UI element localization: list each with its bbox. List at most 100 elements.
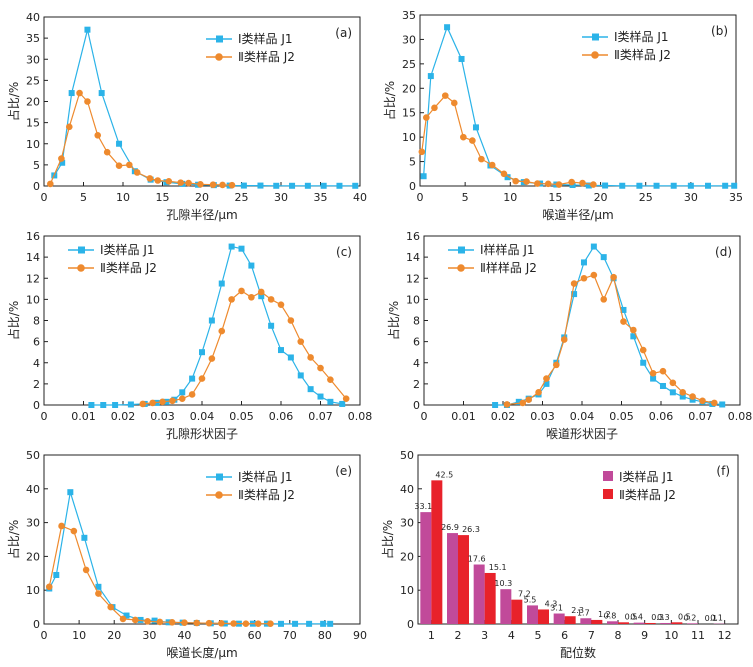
data-label: 26.9 [441,523,459,532]
data-point [58,155,65,162]
data-point [492,402,499,408]
series-j2 [47,89,236,189]
data-point [568,178,575,186]
x-tick-label: 2 [455,629,462,642]
data-point [131,616,139,624]
legend-label: Ⅰ类样品 J1 [100,242,155,257]
x-tick-label: 0.05 [229,410,254,423]
series-line [53,29,356,187]
legend-marker [458,246,465,254]
data-point [327,398,334,405]
series-j2 [139,287,350,408]
data-point [620,318,627,325]
y-axis-label: 占比/% [6,520,21,559]
data-point [185,179,192,187]
data-point [179,389,186,396]
data-point [585,182,592,189]
data-point [469,137,476,144]
data-point [65,123,73,131]
data-point [590,243,597,250]
y-tick-label: 25 [402,58,416,71]
data-point [254,620,262,627]
legend-swatch [603,471,613,481]
data-point [188,391,196,398]
y-tick-label: 0 [33,618,40,631]
data-point [307,354,314,361]
data-point [297,372,304,379]
data-point [590,271,598,279]
y-tick-label: 0 [33,399,40,412]
x-tick-label: 25 [235,191,249,204]
bar-j1 [473,564,485,624]
bar-j1 [580,618,592,624]
data-label: 17.6 [468,555,486,564]
data-label: 4.3 [545,599,558,608]
data-point [154,177,162,184]
series-j1 [46,489,334,627]
legend-label: Ⅰ类样品 J1 [619,469,674,484]
plot-frame [417,454,739,625]
data-point [317,393,324,400]
data-label: 0.2 [684,613,697,622]
data-point [600,296,608,303]
x-tick-label: 0.01 [451,410,476,423]
data-point [535,389,542,396]
x-axis-label: 孔隙形状因子 [166,427,238,441]
y-tick-label: 12 [26,272,40,285]
panel-label: (c) [336,245,352,259]
data-point [427,73,434,80]
bar-j2 [564,616,576,624]
bar-j2 [591,619,603,624]
data-point [636,182,643,189]
bar-j1 [420,512,432,624]
x-tick-label: 10 [503,191,517,204]
data-point [238,287,245,295]
data-point [287,317,295,324]
data-point [133,169,141,176]
x-tick-label: 11 [691,629,705,642]
data-point [146,175,154,182]
x-tick-label: 30 [142,629,156,642]
data-point [208,355,216,362]
series-line [48,492,331,625]
bar-j2 [538,609,549,624]
x-tick-label: 20 [594,191,608,204]
data-point [169,397,176,405]
x-tick-label: 0.05 [609,410,634,423]
data-point [659,367,667,375]
legend-label: Ⅰ类样品 J1 [238,31,293,46]
data-point [534,180,541,187]
chart-panel-d: 0 2 4 6 8 10 12 14 16 占比/% 喉道形状因子 (d) 0 0.01 0.02 0.03 0… [386,230,752,441]
x-tick-label: 70 [283,629,297,642]
data-point [267,620,274,627]
data-point [327,620,334,627]
data-point [257,288,265,296]
legend-marker [77,264,85,272]
legend-label: Ⅱ类样品 J2 [100,260,157,275]
data-point [515,398,522,405]
x-tick-label: 30 [684,191,698,204]
x-tick-label: 3 [481,629,488,642]
y-tick-label: 30 [402,33,416,46]
bar-j1 [500,589,512,624]
data-point [81,534,88,541]
data-point [76,89,83,97]
y-tick-label: 0 [413,399,420,412]
x-tick-label: 10 [72,629,86,642]
x-tick-label: 15 [156,191,170,204]
data-point [198,375,206,382]
data-point [112,402,119,408]
x-tick-label: 5 [462,191,469,204]
y-tick-label: 10 [400,584,414,597]
data-label: 0.3 [651,613,664,622]
x-tick-label: 40 [177,629,191,642]
data-point [165,178,173,185]
data-point [273,182,280,189]
data-point [257,182,264,189]
y-tick-label: 10 [406,293,420,306]
x-tick-label: 0 [421,410,428,423]
y-tick-label: 8 [33,315,40,328]
data-point [610,273,617,281]
data-point [307,386,314,393]
